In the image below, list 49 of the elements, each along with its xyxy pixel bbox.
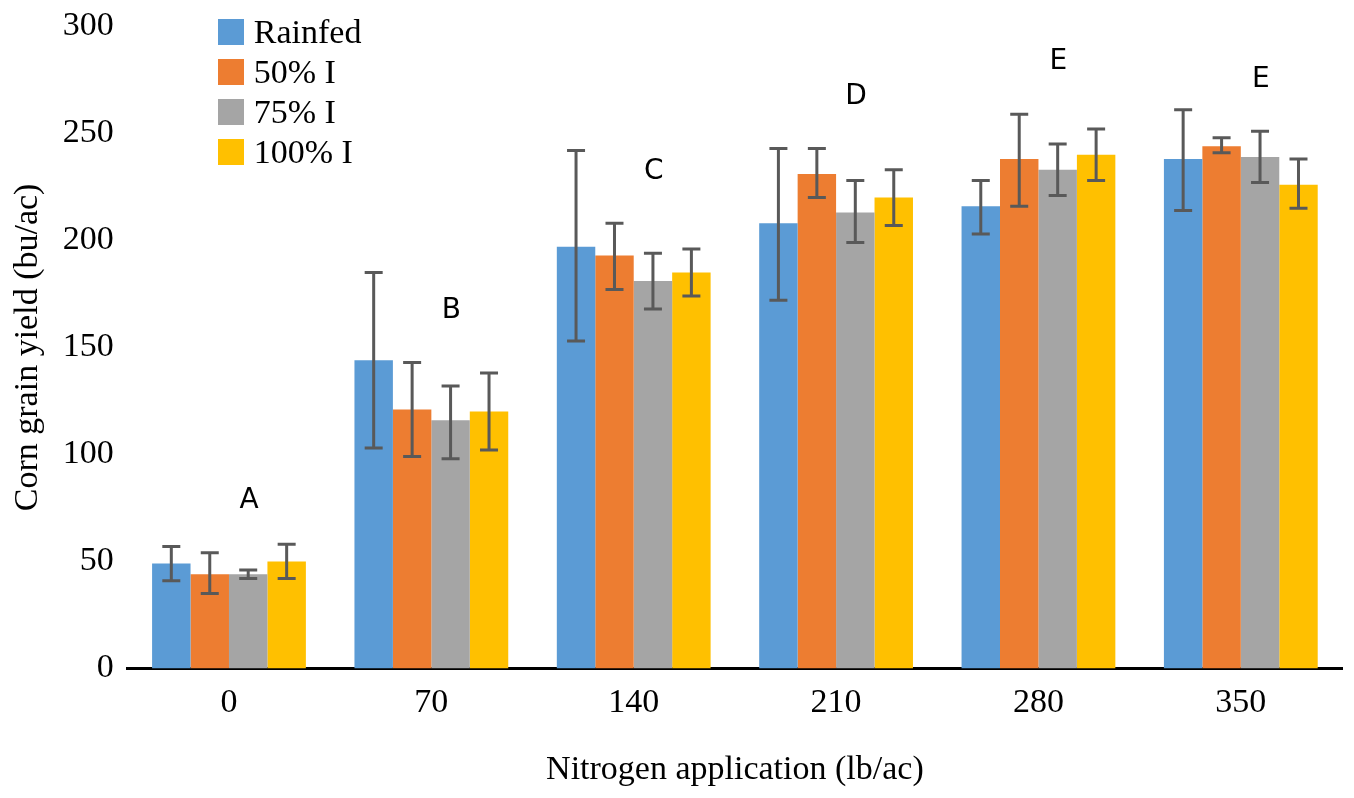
x-tick-label: 210 xyxy=(810,681,862,719)
bar xyxy=(1076,154,1116,669)
annotation: C xyxy=(643,152,664,186)
y-tick-label: 300 xyxy=(62,5,114,43)
bar xyxy=(1279,184,1318,669)
x-tick-label: 350 xyxy=(1215,681,1267,719)
bar xyxy=(354,360,393,669)
annotation: A xyxy=(239,482,259,516)
bar xyxy=(1038,169,1077,669)
bar xyxy=(672,272,711,669)
bar xyxy=(392,409,432,669)
bar xyxy=(267,561,306,669)
x-tick-label: 280 xyxy=(1012,681,1064,719)
bar xyxy=(874,197,913,669)
bar xyxy=(190,574,229,669)
bar xyxy=(595,255,634,669)
bar xyxy=(228,574,268,669)
bar xyxy=(961,206,1000,669)
bar xyxy=(1202,146,1241,669)
annotation: D xyxy=(845,77,867,111)
annotation: B xyxy=(441,291,461,325)
annotation: E xyxy=(1049,43,1068,77)
bar xyxy=(152,563,191,669)
y-tick-label: 100 xyxy=(62,433,114,471)
y-tick-label: 0 xyxy=(96,647,114,685)
legend-label: 100% I xyxy=(253,132,353,173)
y-tick-label: 200 xyxy=(62,219,114,257)
bar xyxy=(759,223,798,669)
x-axis-title: Nitrogen application (lb/ac) xyxy=(546,748,924,787)
x-tick-label: 0 xyxy=(220,681,238,719)
bar xyxy=(1000,159,1039,669)
bar xyxy=(556,246,596,669)
x-tick-label: 140 xyxy=(608,681,660,719)
legend-label: 75% I xyxy=(253,92,336,133)
legend-label: Rainfed xyxy=(253,12,362,53)
bar xyxy=(797,174,837,669)
y-axis-title: Corn grain yield (bu/ac) xyxy=(7,183,46,512)
y-tick-label: 250 xyxy=(62,112,114,150)
x-tick-label: 70 xyxy=(414,681,449,719)
y-tick-label: 50 xyxy=(79,540,114,578)
bar xyxy=(1163,159,1203,669)
annotation: E xyxy=(1251,60,1270,94)
bar xyxy=(469,411,509,669)
bar xyxy=(431,420,470,669)
y-tick-label: 150 xyxy=(62,326,114,364)
legend-label: 50% I xyxy=(253,52,336,93)
bar xyxy=(633,281,673,669)
bar xyxy=(836,212,875,669)
bar xyxy=(1240,156,1280,669)
